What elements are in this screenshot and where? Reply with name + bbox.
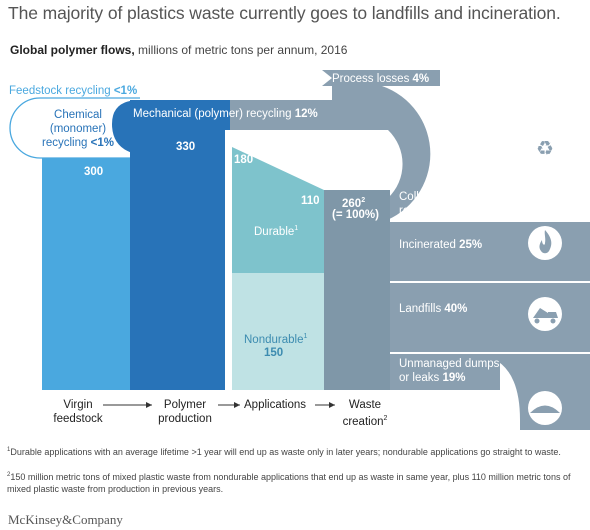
footnote-2: 2150 million metric tons of mixed plasti… [7, 472, 571, 494]
axis-polymer-production: Polymer production [158, 399, 212, 425]
applications-value: 180 [234, 154, 254, 166]
virgin-feedstock-value: 300 [84, 166, 104, 178]
durable-value: 110 [301, 195, 320, 207]
axis-applications: Applications [244, 399, 307, 411]
axis-waste-creation: Waste creation2 [342, 399, 388, 428]
mckinsey-logo: McKinsey&Company [8, 512, 123, 527]
mechanical-recycling-band [130, 100, 230, 130]
feedstock-recycling-label: Feedstock recycling <1% [9, 85, 138, 97]
nondurable-label: Nondurable1 [244, 333, 308, 346]
mechanical-recycling-label: Mechanical (polymer) recycling 12% [133, 108, 318, 120]
process-losses-band [322, 70, 440, 86]
waste-value: 2602 [342, 197, 366, 210]
footnote-1: 1Durable applications with an average li… [7, 447, 561, 457]
waste-creation-bar [324, 190, 390, 390]
chemical-recycling-loop [9, 97, 140, 159]
subtitle-rest: millions of metric tons per annum, 2016 [134, 43, 348, 57]
headline: The majority of plastics waste currently… [8, 3, 561, 23]
axis-virgin-feedstock: Virgin feedstock [53, 399, 103, 425]
polymer-production-value: 330 [176, 141, 196, 153]
nondurable-applications-block [232, 273, 324, 390]
polymer-production-bar [130, 130, 225, 390]
unmanaged-band-left [390, 354, 500, 390]
subtitle: Global polymer flows, millions of metric… [10, 43, 347, 57]
process-losses-label: Process losses 4% [332, 73, 430, 85]
durable-label: Durable1 [254, 225, 299, 238]
collected-label: Collected for recycling 16% [399, 191, 471, 217]
chemical-recycling-label: Chemical (monomer) recycling <1% [42, 109, 114, 149]
waste-percent: (= 100%) [332, 209, 379, 221]
incinerated-label: Incinerated 25% [399, 239, 483, 251]
subtitle-bold: Global polymer flows, [10, 43, 135, 57]
svg-text:♻: ♻ [536, 136, 554, 160]
nondurable-value: 150 [264, 347, 284, 359]
recycle-icon [528, 131, 562, 165]
durable-applications-block [232, 147, 324, 273]
virgin-feedstock-bar [42, 158, 130, 390]
landfills-label: Landfills 40% [399, 303, 468, 315]
unmanaged-label: Unmanaged dumps or leaks 19% [399, 358, 500, 384]
